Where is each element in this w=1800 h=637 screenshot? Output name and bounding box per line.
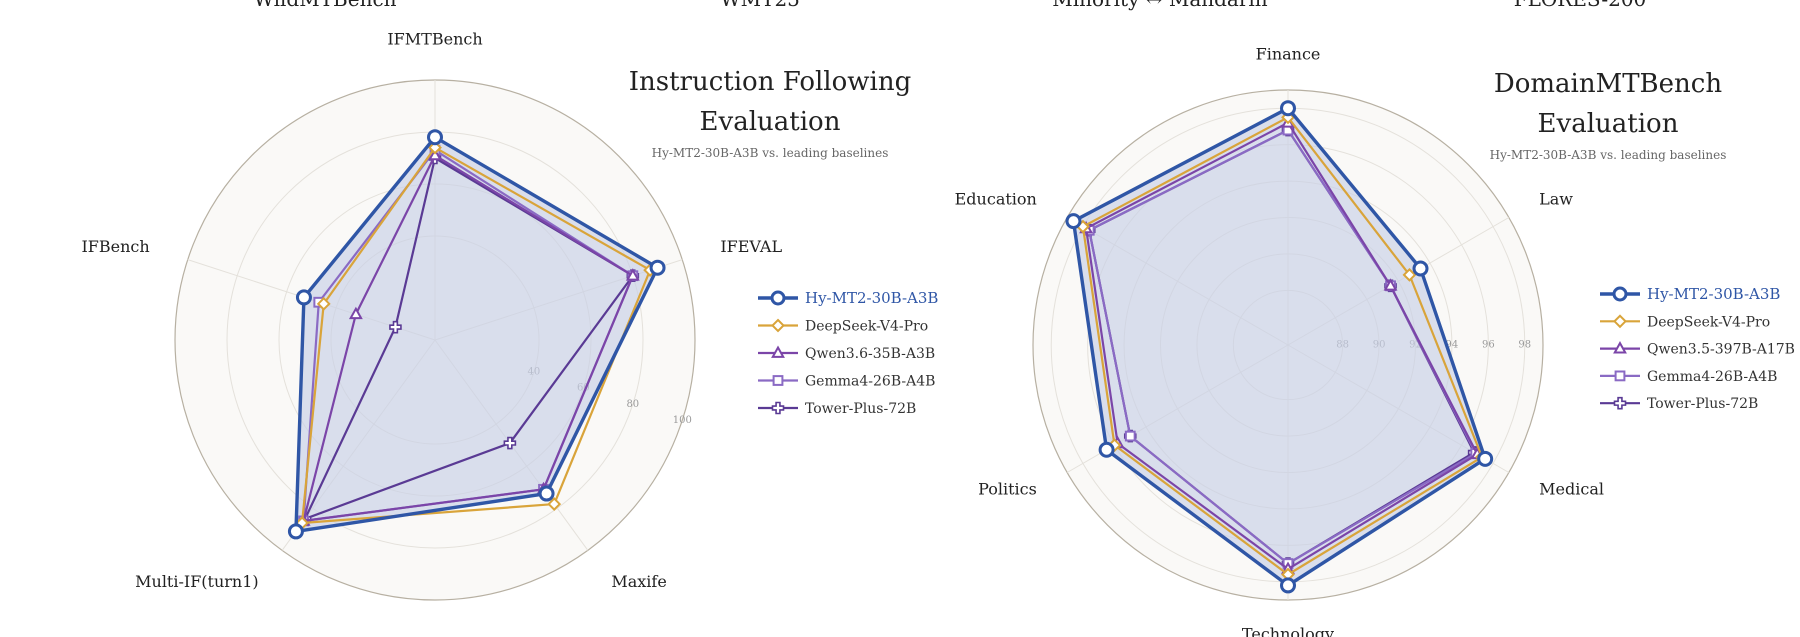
data-point	[503, 436, 517, 450]
chart-title-line: Evaluation	[1538, 109, 1679, 139]
data-point	[348, 306, 363, 320]
chart-title-line: Evaluation	[700, 107, 841, 137]
legend-label: Hy-MT2-30B-A3B	[1647, 285, 1780, 303]
axis-label: IFMTBench	[387, 30, 482, 49]
legend-item: Tower-Plus-72B	[758, 401, 916, 417]
data-point	[287, 523, 304, 540]
tick-label: 96	[1482, 340, 1495, 351]
data-point	[649, 259, 666, 276]
top-label-0: WildMTBench	[253, 0, 396, 11]
tick-label: 94	[1446, 340, 1459, 351]
data-point	[625, 268, 640, 281]
axis-label: Education	[955, 190, 1037, 209]
legend-item: Qwen3.5-397B-A17B	[1600, 341, 1795, 358]
legend-item: Hy-MT2-30B-A3B	[1600, 285, 1780, 303]
legend-item: Qwen3.6-35B-A3B	[758, 345, 935, 362]
tick-label: 100	[673, 415, 692, 426]
data-point	[1383, 278, 1398, 291]
legend-marker	[1613, 314, 1627, 329]
data-point	[1402, 267, 1417, 282]
data-point	[1412, 260, 1429, 277]
top-label-1: WMT25	[720, 0, 800, 11]
legend: Hy-MT2-30B-A3B DeepSeek-V4-Pro Qwen3.5-397…	[1600, 285, 1795, 412]
data-point	[1124, 430, 1136, 442]
legend-label: Gemma4-26B-A4B	[805, 374, 935, 390]
data-point	[1477, 450, 1494, 467]
legend-label: Hy-MT2-30B-A3B	[805, 289, 938, 307]
legend-marker	[771, 345, 785, 358]
legend-marker	[771, 318, 785, 333]
chart-title-line: DomainMTBench	[1494, 69, 1722, 99]
series-0	[1065, 100, 1494, 594]
series-line	[294, 135, 660, 534]
legend-item: Gemma4-26B-A4B	[758, 374, 935, 390]
legend-label: DeepSeek-V4-Pro	[805, 319, 928, 335]
series-line	[300, 146, 652, 525]
data-point	[1065, 213, 1082, 230]
axis-label: IFEVAL	[720, 237, 782, 256]
instruction-following-radar: 406080100IFMTBenchIFEVALMaxifeMulti-IF(t…	[81, 30, 938, 601]
tick-label: 98	[1518, 340, 1531, 351]
data-point	[389, 320, 402, 334]
legend-item: Tower-Plus-72B	[1600, 396, 1758, 412]
legend-item: DeepSeek-V4-Pro	[758, 319, 928, 335]
legend: Hy-MT2-30B-A3B DeepSeek-V4-Pro Qwen3.6-35B…	[758, 289, 938, 417]
series-line	[302, 154, 634, 522]
data-point	[295, 289, 312, 306]
top-label-3: FLORES-200	[1514, 0, 1647, 11]
top-labels: WildMTBench WMT25 Minority ↔ Mandarin FL…	[253, 0, 1646, 11]
legend-label: Tower-Plus-72B	[805, 401, 916, 417]
data-point	[547, 497, 562, 511]
legend-marker	[1614, 370, 1626, 382]
data-point	[1280, 100, 1296, 117]
data-point	[428, 140, 442, 155]
data-point	[1098, 441, 1115, 458]
data-point	[1280, 577, 1296, 594]
data-point	[428, 147, 442, 161]
tick-label: 80	[626, 399, 639, 410]
series-0	[287, 129, 666, 540]
legend-label: Tower-Plus-72B	[1647, 396, 1758, 412]
legend-label: Qwen3.5-397B-A17B	[1647, 342, 1795, 358]
legend-marker	[771, 401, 785, 415]
chart-title-line: Instruction Following	[629, 67, 911, 97]
top-label-2: Minority ↔ Mandarin	[1052, 0, 1268, 11]
legend-item: Gemma4-26B-A4B	[1600, 369, 1777, 385]
axis-label: Politics	[978, 480, 1037, 499]
chart-subtitle: Hy-MT2-30B-A3B vs. leading baselines	[652, 146, 889, 160]
axis-label: Medical	[1539, 480, 1604, 499]
legend-marker	[770, 290, 786, 306]
legend-label: DeepSeek-V4-Pro	[1647, 314, 1770, 330]
legend-marker	[1613, 341, 1627, 354]
axis-label: Technology	[1242, 625, 1334, 637]
chart-subtitle: Hy-MT2-30B-A3B vs. leading baselines	[1490, 148, 1727, 162]
axis-label: Finance	[1256, 45, 1321, 64]
legend-marker	[1613, 396, 1627, 410]
domainmtbench-radar: 889092949698FinanceLawMedicalTechnologyP…	[955, 45, 1795, 637]
legend-label: Gemma4-26B-A4B	[1647, 369, 1777, 385]
legend-marker	[1612, 286, 1628, 302]
axis-label: Law	[1539, 190, 1573, 209]
legend-item: Hy-MT2-30B-A3B	[758, 289, 938, 307]
legend-label: Qwen3.6-35B-A3B	[805, 346, 935, 362]
primary-series-fill	[1073, 108, 1486, 586]
legend-item: DeepSeek-V4-Pro	[1600, 314, 1770, 330]
axis-label: Multi-IF(turn1)	[135, 572, 259, 591]
axis-label: Maxife	[611, 572, 666, 591]
data-point	[316, 296, 331, 311]
legend-marker	[772, 375, 784, 386]
axis-label: IFBench	[81, 237, 149, 256]
data-point	[538, 485, 555, 502]
data-point	[427, 129, 443, 146]
